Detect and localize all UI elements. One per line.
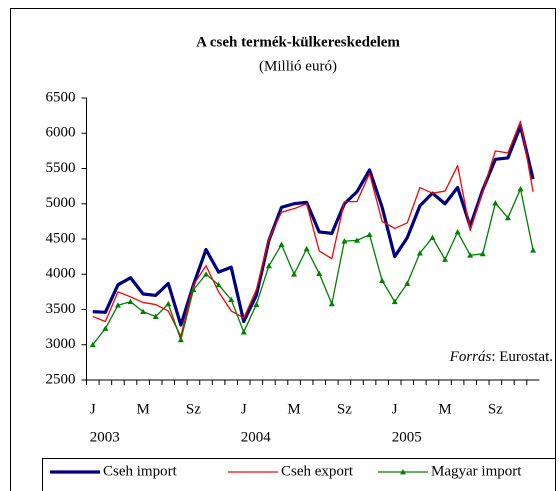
legend-box <box>42 458 556 491</box>
x-tick-label: Sz <box>488 401 503 417</box>
x-tick-label: Sz <box>337 401 352 417</box>
point-marker <box>303 245 310 252</box>
point-marker <box>442 256 449 262</box>
point-marker <box>291 271 298 277</box>
point-marker <box>102 325 109 331</box>
y-tick-label: 2500 <box>46 371 76 387</box>
y-tick-label: 4500 <box>46 230 76 246</box>
point-marker <box>429 234 436 240</box>
point-marker <box>190 286 197 293</box>
source-label: Forrás <box>449 349 492 365</box>
point-marker <box>89 341 96 348</box>
point-marker <box>492 200 499 206</box>
x-tick-label: J <box>392 401 398 417</box>
y-tick-label: 3000 <box>46 336 76 352</box>
point-marker <box>203 271 210 277</box>
year-label: 2005 <box>392 429 422 445</box>
point-marker <box>404 280 411 286</box>
point-marker <box>353 237 360 243</box>
point-marker <box>215 281 222 288</box>
x-tick-label: J <box>241 401 247 417</box>
point-marker <box>240 329 247 335</box>
x-tick-label: M <box>136 401 149 417</box>
y-tick-label: 4000 <box>46 266 76 282</box>
point-marker <box>228 296 235 303</box>
x-tick-label: M <box>438 401 451 417</box>
point-marker <box>341 238 348 244</box>
point-marker <box>265 262 272 269</box>
point-marker <box>114 302 121 308</box>
legend-marker <box>400 469 406 475</box>
point-marker <box>152 313 159 319</box>
source-text: : Eurostat. <box>491 349 553 365</box>
y-tick-label: 3500 <box>46 301 76 317</box>
legend-label: Cseh export <box>281 463 354 479</box>
y-tick-label: 6500 <box>46 89 76 105</box>
source-note: Forrás: Eurostat. <box>449 349 553 365</box>
point-marker <box>366 231 373 238</box>
y-tick-label: 5500 <box>46 160 76 176</box>
x-tick-label: J <box>90 401 96 417</box>
legend-label: Cseh import <box>103 463 178 479</box>
point-marker <box>504 214 511 221</box>
point-marker <box>177 336 184 343</box>
point-marker <box>416 250 423 256</box>
point-marker <box>454 228 461 235</box>
chart-title: A cseh termék-külkereskedelem <box>196 34 400 50</box>
legend-label: Magyar import <box>431 463 522 479</box>
point-marker <box>127 298 134 305</box>
point-marker <box>530 247 537 253</box>
point-marker <box>278 241 285 248</box>
x-tick-label: Sz <box>186 401 201 417</box>
point-marker <box>391 298 398 305</box>
year-label: 2003 <box>90 429 120 445</box>
point-marker <box>140 308 147 315</box>
series-line <box>92 120 534 337</box>
point-marker <box>316 270 323 276</box>
point-marker <box>467 252 474 258</box>
x-tick-label: M <box>287 401 300 417</box>
point-marker <box>517 185 524 192</box>
chart-subtitle: (Millió euró) <box>259 58 337 74</box>
point-marker <box>253 301 260 307</box>
point-marker <box>328 300 335 307</box>
point-marker <box>379 277 386 283</box>
series-line <box>92 124 535 327</box>
year-label: 2004 <box>241 429 272 445</box>
point-marker <box>165 300 172 307</box>
y-tick-label: 5000 <box>46 195 76 211</box>
point-marker <box>479 250 486 257</box>
y-tick-label: 6000 <box>46 125 76 141</box>
